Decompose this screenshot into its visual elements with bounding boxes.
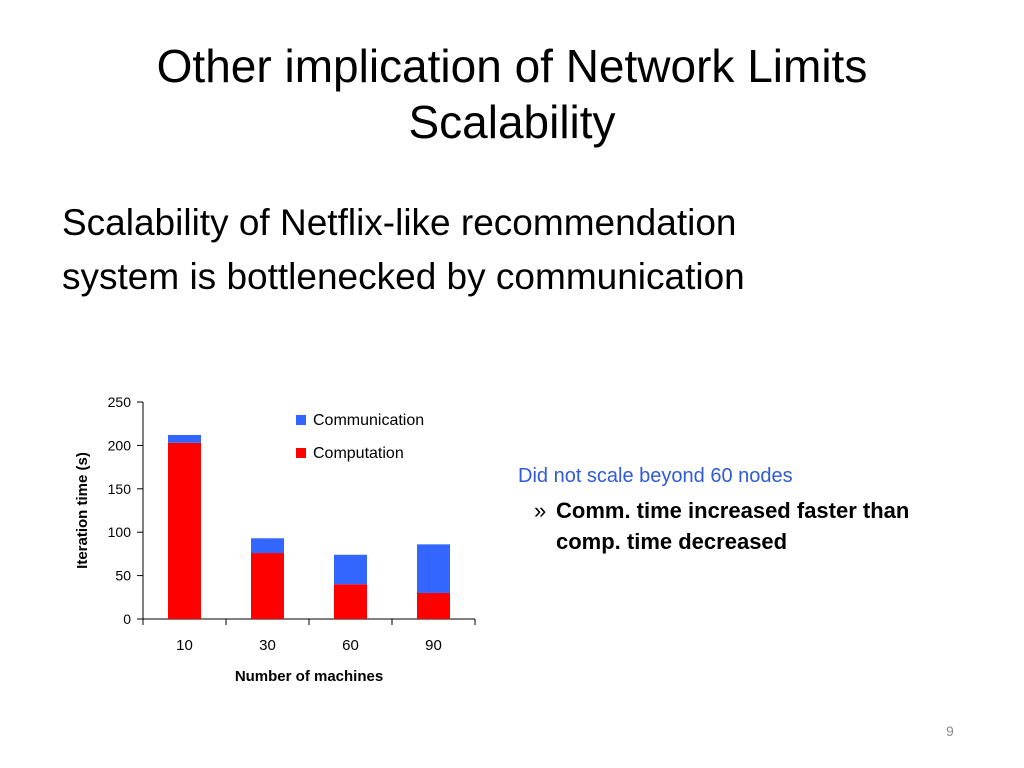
callout-point-line-2: comp. time decreased [556, 529, 788, 554]
legend-swatch-computation [296, 448, 306, 458]
bar-computation-10 [168, 442, 201, 619]
callout: Did not scale beyond 60 nodes » Comm. ti… [518, 462, 998, 557]
callout-heading: Did not scale beyond 60 nodes [518, 465, 793, 487]
x-tick-label: 60 [342, 637, 359, 654]
legend-label-computation: Computation [313, 445, 404, 462]
callout-point-text: Comm. time increased faster than comp. t… [556, 495, 909, 557]
slide-subtitle: Scalability of Netflix-like recommendati… [62, 196, 962, 304]
bar-computation-90 [417, 592, 450, 619]
y-tick-label: 50 [115, 568, 131, 584]
y-tick-label: 250 [108, 394, 132, 410]
bar-computation-60 [334, 584, 367, 619]
y-tick-label: 150 [108, 481, 132, 497]
x-tick-label: 10 [176, 637, 193, 654]
bar-computation-30 [251, 553, 284, 619]
bar-communication-60 [334, 554, 367, 585]
legend-label-communication: Communication [313, 412, 424, 429]
x-tick-label: 30 [259, 637, 276, 654]
slide-title-line-2: Scalability [408, 96, 616, 148]
x-tick-label: 90 [425, 637, 442, 654]
bullet-icon: » [534, 498, 547, 523]
y-tick-label: 0 [123, 611, 131, 627]
bar-communication-90 [417, 544, 450, 593]
bar-communication-30 [251, 538, 284, 554]
x-axis-title: Number of machines [235, 668, 383, 685]
slide-title-line-1: Other implication of Network Limits [156, 40, 868, 92]
page-number: 9 [946, 723, 954, 739]
callout-point-line-1: Comm. time increased faster than [556, 498, 910, 523]
y-tick-label: 100 [108, 524, 132, 540]
slide-subtitle-line-2: system is bottlenecked by communication [62, 256, 745, 297]
bar-communication-10 [168, 434, 201, 443]
y-axis-title: Iteration time (s) [74, 452, 91, 569]
stacked-bar-chart: 0 50 100 150 200 250 10 30 60 90 Number of machine… [74, 394, 476, 685]
slide-subtitle-line-1: Scalability of Netflix-like recommendati… [62, 202, 737, 243]
legend-swatch-communication [296, 415, 306, 425]
callout-point: » Comm. time increased faster than comp.… [534, 495, 998, 557]
slide-title: Other implication of Network Limits Scal… [40, 38, 984, 150]
y-tick-label: 200 [108, 437, 132, 453]
